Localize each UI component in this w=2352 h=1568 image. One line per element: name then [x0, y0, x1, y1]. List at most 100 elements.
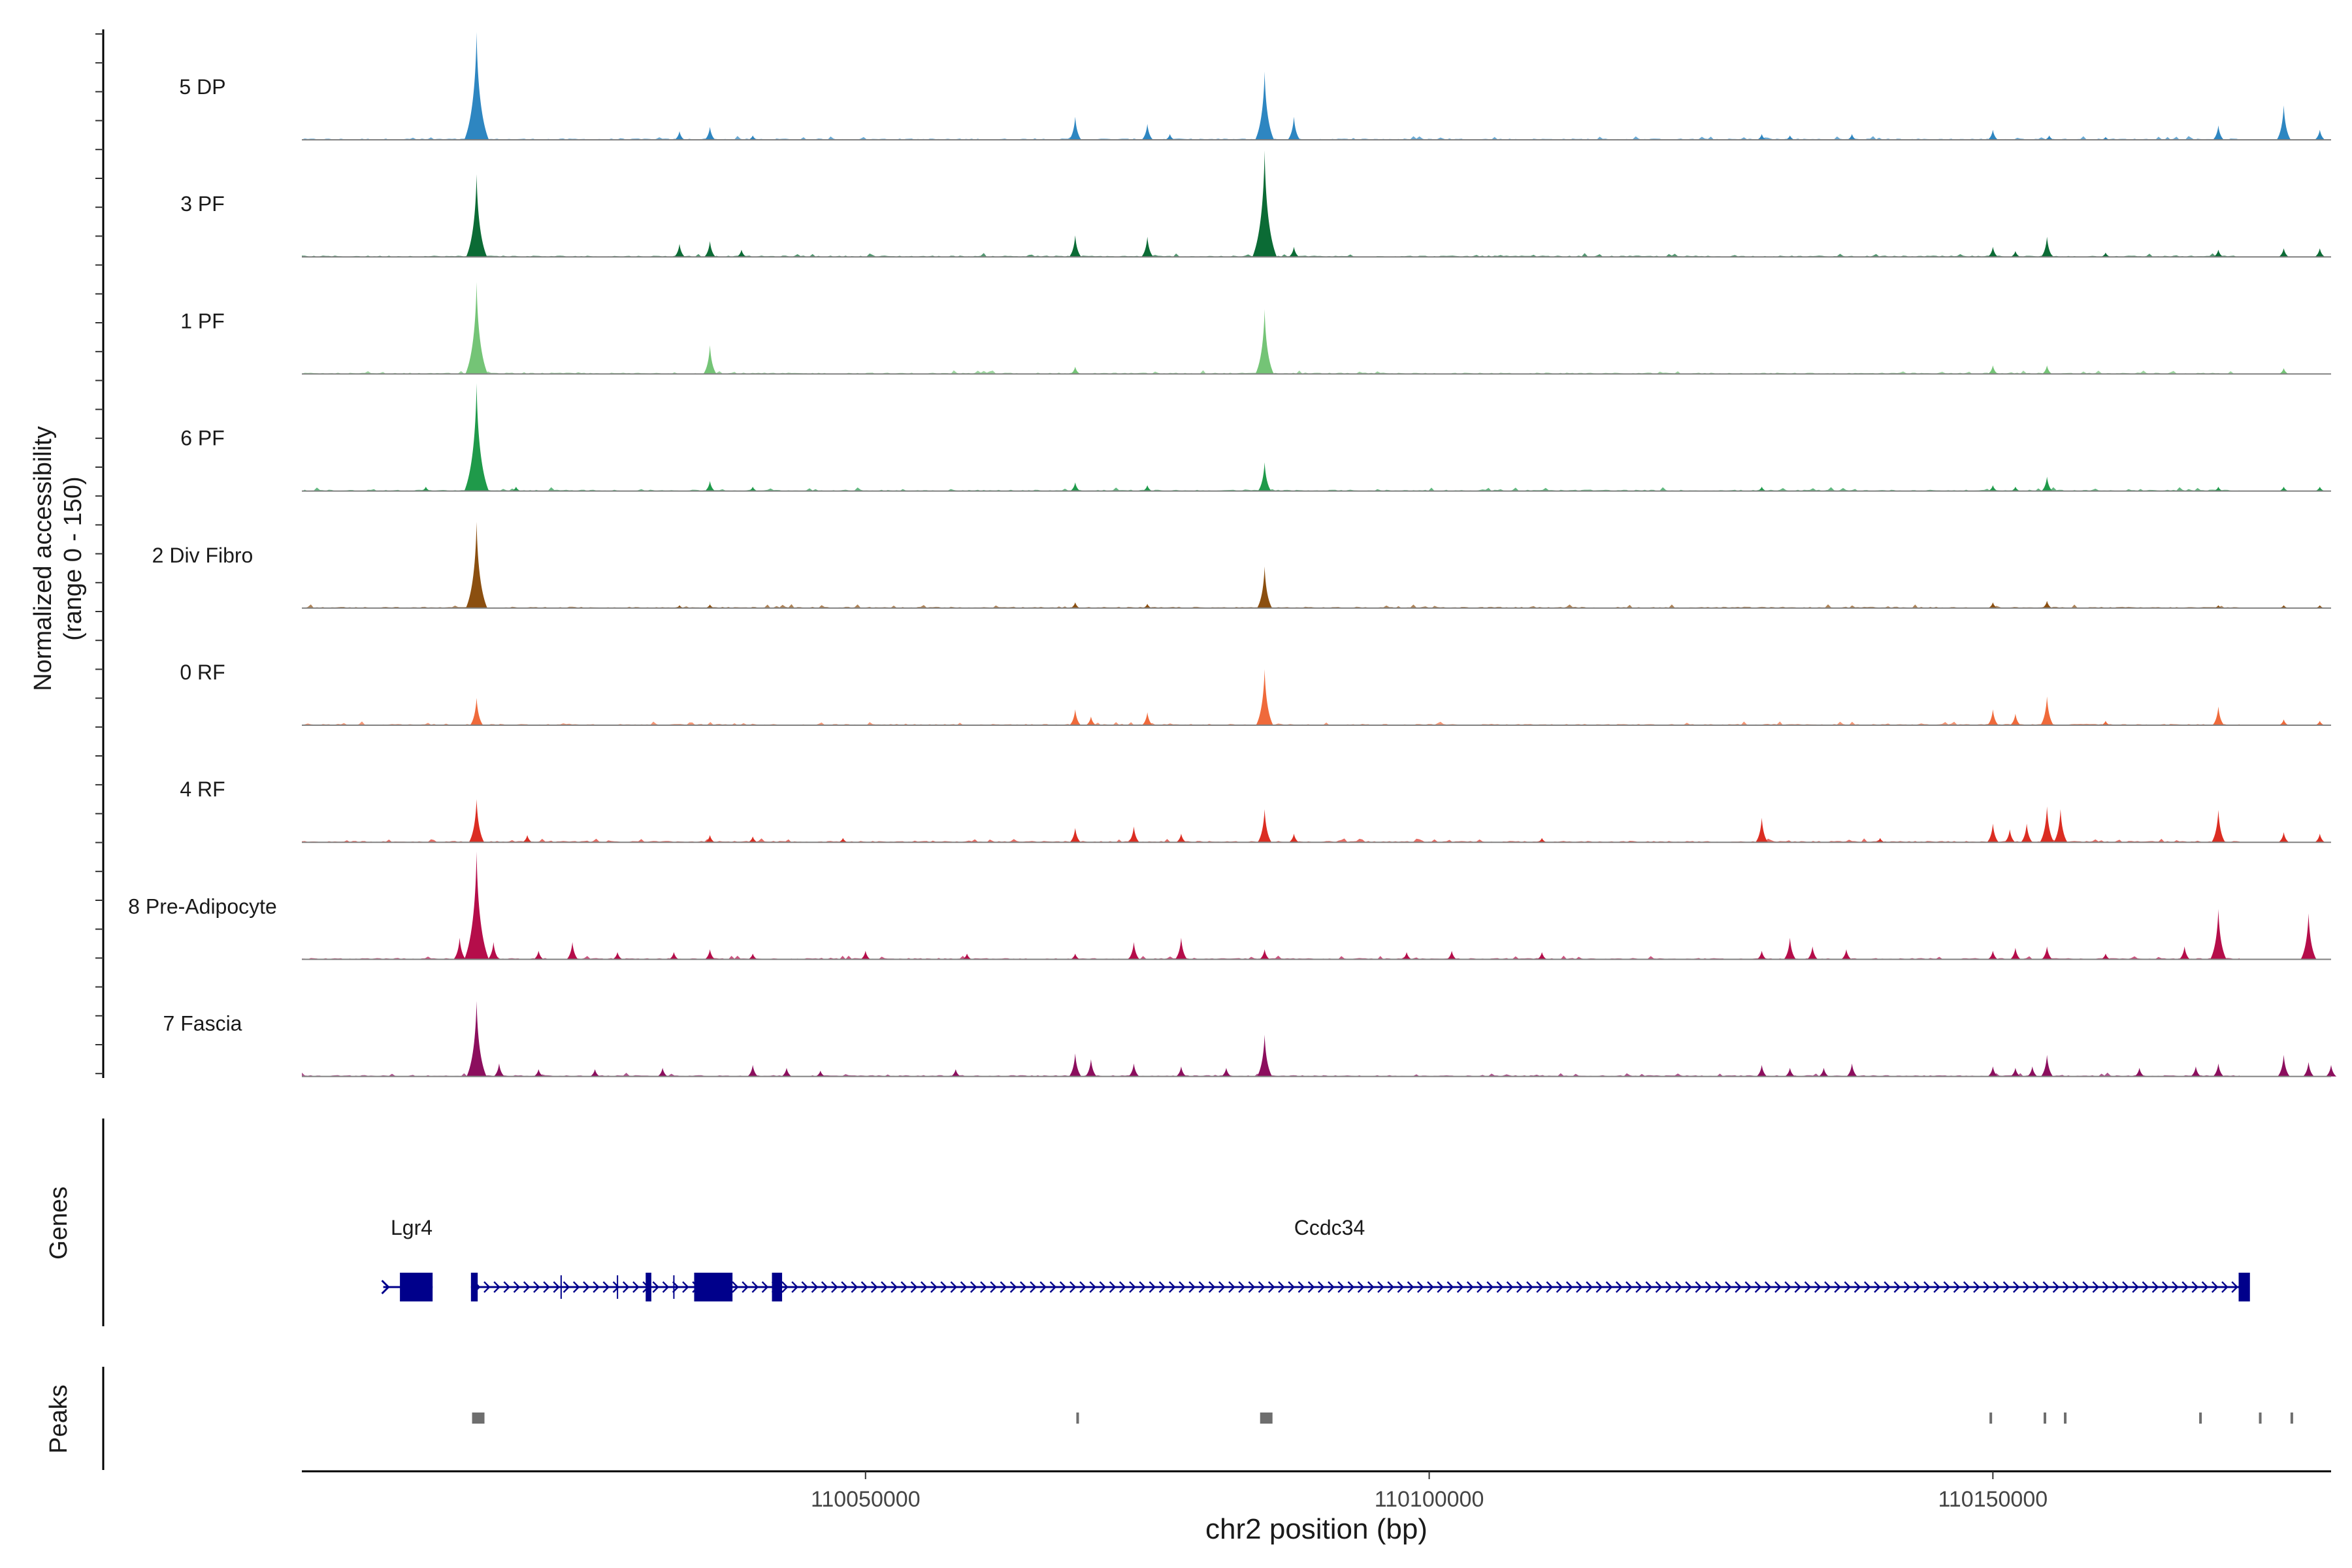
x-axis-ticks: 110050000 110100000 110150000: [811, 1471, 2048, 1512]
peak-5-dp: [2044, 135, 2055, 140]
track-7-fascia: 7 Fascia: [163, 1001, 2337, 1077]
peak-7-fascia: [1784, 1068, 1795, 1077]
peak-4-rf: [1175, 834, 1186, 843]
track-8-pre-adipocyte: 8 Pre-Adipocyte: [128, 851, 2331, 960]
peak-7-fascia: [1221, 1068, 1232, 1077]
peak-8-pre-adipocyte: [1784, 938, 1797, 960]
peak-5-dp: [1847, 134, 1857, 140]
track-noise: [302, 253, 2240, 257]
peak-6-pf: [1142, 485, 1152, 491]
peak-4-rf: [1755, 817, 1769, 843]
peak-8-pre-adipocyte: [747, 953, 758, 960]
peak-8-pre-adipocyte: [1175, 938, 1188, 960]
peak-8-pre-adipocyte: [1446, 951, 1458, 960]
peak-7-fascia: [1175, 1066, 1187, 1077]
peak-8-pre-adipocyte: [668, 952, 679, 960]
peak-region: [2290, 1413, 2293, 1424]
peak-1-pf: [2042, 365, 2053, 374]
peak-6-pf: [1757, 487, 1767, 491]
peak-region: [472, 1413, 485, 1424]
peak-8-pre-adipocyte: [1756, 951, 1767, 960]
peak-3-pf: [1252, 150, 1277, 257]
peak-0-rf: [1070, 709, 1081, 725]
gene-exon-ccdc34: [470, 1273, 478, 1301]
gene-exon-ccdc34: [694, 1273, 733, 1301]
peak-7-fascia: [951, 1069, 961, 1077]
peak-7-fascia: [466, 1001, 487, 1077]
peak-6-pf: [2315, 487, 2325, 491]
peak-4-rf: [2314, 834, 2325, 843]
track-label: 1 PF: [180, 309, 225, 333]
peak-7-fascia: [2213, 1063, 2224, 1077]
peak-7-fascia: [2027, 1066, 2038, 1077]
peak-3-pf: [1987, 246, 1999, 257]
peak-7-fascia: [1756, 1065, 1767, 1077]
peak-7-fascia: [1846, 1063, 1858, 1077]
peak-8-pre-adipocyte: [1070, 953, 1081, 960]
peak-0-rf: [2212, 706, 2225, 725]
peak-6-pf: [464, 383, 489, 491]
peak-6-pf: [747, 487, 758, 491]
peak-5-dp: [2276, 105, 2291, 140]
peak-4-rf: [2004, 829, 2016, 843]
peak-region: [2199, 1413, 2202, 1424]
peak-3-pf: [2314, 248, 2325, 257]
peak-3-pf: [2213, 250, 2224, 257]
peak-region: [1260, 1413, 1273, 1424]
peak-8-pre-adipocyte: [1259, 949, 1270, 960]
track-label: 3 PF: [180, 192, 225, 216]
peak-3-pf: [2100, 252, 2111, 257]
track-noise: [302, 604, 2240, 608]
peak-4-rf: [704, 835, 715, 843]
peak-8-pre-adipocyte: [2179, 946, 2191, 960]
peak-4-rf: [1875, 838, 1886, 843]
peak-4-rf: [1288, 834, 1299, 843]
track-label: 2 Div Fibro: [152, 544, 253, 567]
peak-7-fascia: [589, 1069, 600, 1077]
peak-3-pf: [1141, 237, 1154, 257]
peak-3-pf: [736, 250, 747, 257]
peak-5-dp: [1756, 134, 1767, 140]
peak-5-dp: [1987, 129, 1999, 140]
peak-8-pre-adipocyte: [612, 952, 623, 960]
peak-7-fascia: [1069, 1053, 1082, 1077]
peak-5-dp: [704, 127, 716, 140]
track-5-dp: 5 DP: [179, 32, 2331, 140]
track-noise: [302, 136, 2240, 140]
peak-0-rf: [2040, 696, 2054, 725]
track-label: 0 RF: [180, 661, 225, 684]
peak-8-pre-adipocyte: [2210, 909, 2227, 960]
track-label: 6 PF: [180, 427, 225, 450]
peak-5-dp: [674, 131, 685, 140]
gene-exon-ccdc34: [2238, 1273, 2250, 1301]
peak-4-rf: [2278, 832, 2289, 843]
peak-8-pre-adipocyte: [704, 949, 715, 960]
peak-2-div-fibro: [2213, 605, 2223, 608]
peak-7-fascia: [2010, 1068, 2021, 1077]
peak-4-rf: [1537, 838, 1547, 843]
peak-8-pre-adipocyte: [533, 951, 544, 960]
peak-1-pf: [1070, 367, 1081, 374]
peak-2-div-fibro: [2042, 600, 2052, 608]
peak-0-rf: [1987, 709, 1999, 725]
peak-6-pf: [2213, 487, 2223, 491]
peak-4-rf: [2211, 809, 2225, 843]
peak-8-pre-adipocyte: [2010, 947, 2021, 960]
peak-4-rf: [2021, 823, 2033, 843]
peaks-track-label: Peaks: [45, 1384, 73, 1454]
peak-3-pf: [704, 241, 716, 257]
peak-5-dp: [1165, 134, 1175, 140]
track-4-rf: 4 RF: [180, 777, 2331, 843]
peak-4-rf: [522, 835, 532, 843]
peak-3-pf: [2040, 237, 2053, 257]
peak-6-pf: [511, 487, 521, 491]
peak-4-rf: [838, 838, 848, 843]
peak-7-fascia: [781, 1068, 792, 1077]
peak-7-fascia: [2190, 1066, 2202, 1077]
track-label: 5 DP: [179, 75, 225, 99]
peak-2-div-fibro: [1257, 566, 1273, 608]
peak-5-dp: [747, 135, 758, 140]
peak-3-pf: [466, 174, 487, 257]
peak-1-pf: [465, 282, 488, 374]
